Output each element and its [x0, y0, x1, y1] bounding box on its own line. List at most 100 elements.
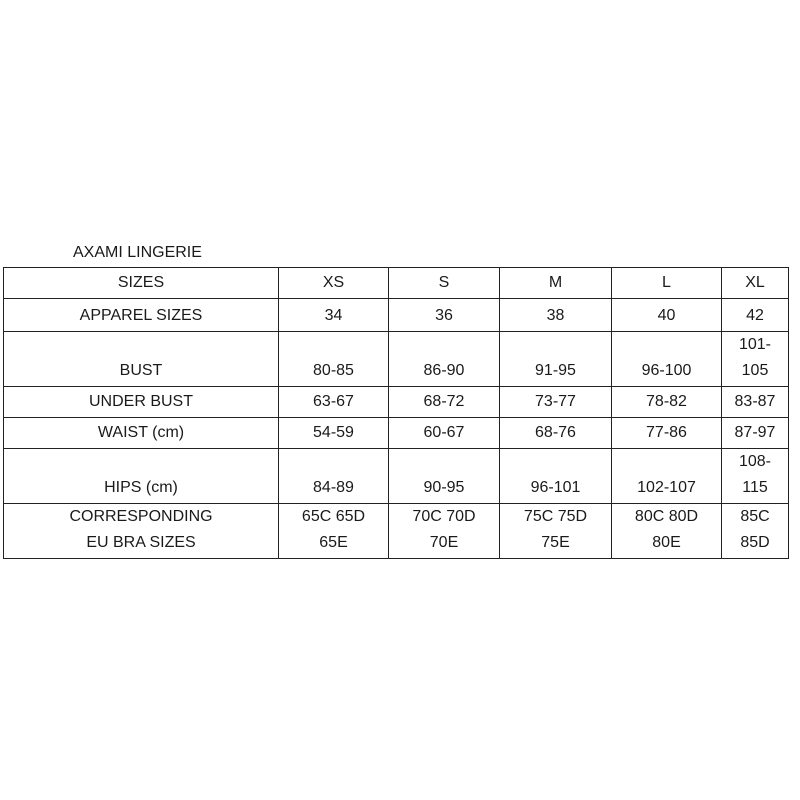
cell-text: BUST: [119, 362, 163, 379]
cell-text: 105: [741, 362, 769, 379]
table-row: HIPS (cm) 84-89 90-95 96-101 102-107 108- 115: [3, 448, 789, 504]
cell-text: 40: [657, 307, 676, 324]
table-cell: 65C 65D 65E: [278, 503, 389, 559]
cell-text: 54-59: [313, 424, 354, 441]
cell-text: HIPS (cm): [104, 479, 178, 496]
table-cell: 34: [278, 298, 389, 332]
cell-text: 91-95: [535, 362, 576, 379]
table-cell: 87-97: [721, 417, 789, 449]
cell-text: 90-95: [423, 479, 465, 496]
table-cell: 75C 75D 75E: [499, 503, 612, 559]
table-row: WAIST (cm) 54-59 60-67 68-76 77-86 87-97: [3, 417, 789, 449]
cell-text: S: [438, 274, 450, 291]
table-row: CORRESPONDING EU BRA SIZES 65C 65D 65E 70C 7…: [3, 503, 789, 559]
table-cell: 63-67: [278, 386, 389, 418]
cell-text: 84-89: [313, 479, 354, 496]
cell-text: 70C 70D: [412, 508, 476, 525]
cell-text: 85D: [740, 534, 770, 551]
table-cell: 78-82: [611, 386, 722, 418]
table-cell: 60-67: [388, 417, 500, 449]
cell-text: 108-: [738, 453, 772, 470]
header-size: XS: [278, 267, 389, 299]
table-cell: 83-87: [721, 386, 789, 418]
table-cell: 101- 105: [721, 331, 789, 387]
table-cell: 68-72: [388, 386, 500, 418]
cell-text: 87-97: [734, 424, 776, 441]
header-label: SIZES: [3, 267, 279, 299]
table-cell: 40: [611, 298, 722, 332]
cell-text: 38: [546, 307, 565, 324]
size-chart-table: SIZES XS S M L XL APPAREL SIZES 34 36 38 40 42 BUST 8…: [3, 267, 789, 559]
table-cell: 38: [499, 298, 612, 332]
cell-text: 85C: [740, 508, 770, 525]
table-row: BUST 80-85 86-90 91-95 96-100 101- 105: [3, 331, 789, 387]
header-size: M: [499, 267, 612, 299]
cell-text: 115: [742, 479, 768, 496]
cell-text: 96-100: [641, 362, 692, 379]
header-size: S: [388, 267, 500, 299]
table-cell: 68-76: [499, 417, 612, 449]
row-label: HIPS (cm): [3, 448, 279, 504]
table-cell: 96-101: [499, 448, 612, 504]
row-label: CORRESPONDING EU BRA SIZES: [3, 503, 279, 559]
cell-text: CORRESPONDING: [69, 508, 213, 525]
row-label: WAIST (cm): [3, 417, 279, 449]
cell-text: 36: [435, 307, 453, 324]
cell-text: 80E: [652, 534, 681, 551]
table-cell: 90-95: [388, 448, 500, 504]
table-cell: 36: [388, 298, 500, 332]
cell-text: 63-67: [313, 393, 354, 410]
cell-text: XL: [745, 274, 765, 291]
table-cell: 85C 85D: [721, 503, 789, 559]
row-label: APPAREL SIZES: [3, 298, 279, 332]
cell-text: 80C 80D: [634, 508, 699, 525]
row-label: BUST: [3, 331, 279, 387]
header-size: XL: [721, 267, 789, 299]
table-cell: 77-86: [611, 417, 722, 449]
table-cell: 96-100: [611, 331, 722, 387]
cell-text: 65C 65D: [301, 508, 366, 525]
table-row: APPAREL SIZES 34 36 38 40 42: [3, 298, 789, 332]
cell-text: 80-85: [313, 362, 354, 379]
cell-text: 75E: [541, 534, 570, 551]
cell-text: 73-77: [535, 393, 576, 410]
table-row: UNDER BUST 63-67 68-72 73-77 78-82 83-87: [3, 386, 789, 418]
cell-text: L: [662, 274, 671, 291]
cell-text: 77-86: [646, 424, 687, 441]
cell-text: SIZES: [117, 274, 165, 291]
cell-text: EU BRA SIZES: [86, 534, 196, 551]
chart-title: AXAMI LINGERIE: [73, 244, 202, 261]
cell-text: 60-67: [423, 424, 465, 441]
cell-text: 68-72: [423, 393, 465, 410]
table-cell: 73-77: [499, 386, 612, 418]
table-cell: 102-107: [611, 448, 722, 504]
cell-text: APPAREL SIZES: [79, 307, 203, 324]
table-cell: 80-85: [278, 331, 389, 387]
cell-text: 86-90: [423, 362, 465, 379]
cell-text: UNDER BUST: [88, 393, 193, 410]
cell-text: WAIST (cm): [97, 424, 185, 441]
cell-text: 75C 75D: [523, 508, 588, 525]
table-cell: 80C 80D 80E: [611, 503, 722, 559]
header-row: SIZES XS S M L XL: [3, 267, 789, 299]
cell-text: 101-: [738, 336, 772, 353]
cell-text: 68-76: [535, 424, 576, 441]
table-cell: 84-89: [278, 448, 389, 504]
table-cell: 42: [721, 298, 789, 332]
cell-text: M: [548, 274, 563, 291]
row-label: UNDER BUST: [3, 386, 279, 418]
cell-text: 42: [746, 307, 764, 324]
table-cell: 70C 70D 70E: [388, 503, 500, 559]
cell-text: XS: [322, 274, 345, 291]
header-size: L: [611, 267, 722, 299]
cell-text: 78-82: [646, 393, 687, 410]
table-cell: 54-59: [278, 417, 389, 449]
cell-text: 34: [324, 307, 343, 324]
cell-text: 70E: [429, 534, 459, 551]
table-cell: 91-95: [499, 331, 612, 387]
cell-text: 96-101: [530, 479, 581, 496]
cell-text: 83-87: [734, 393, 776, 410]
table-cell: 108- 115: [721, 448, 789, 504]
cell-text: 102-107: [637, 479, 696, 496]
cell-text: 65E: [319, 534, 348, 551]
